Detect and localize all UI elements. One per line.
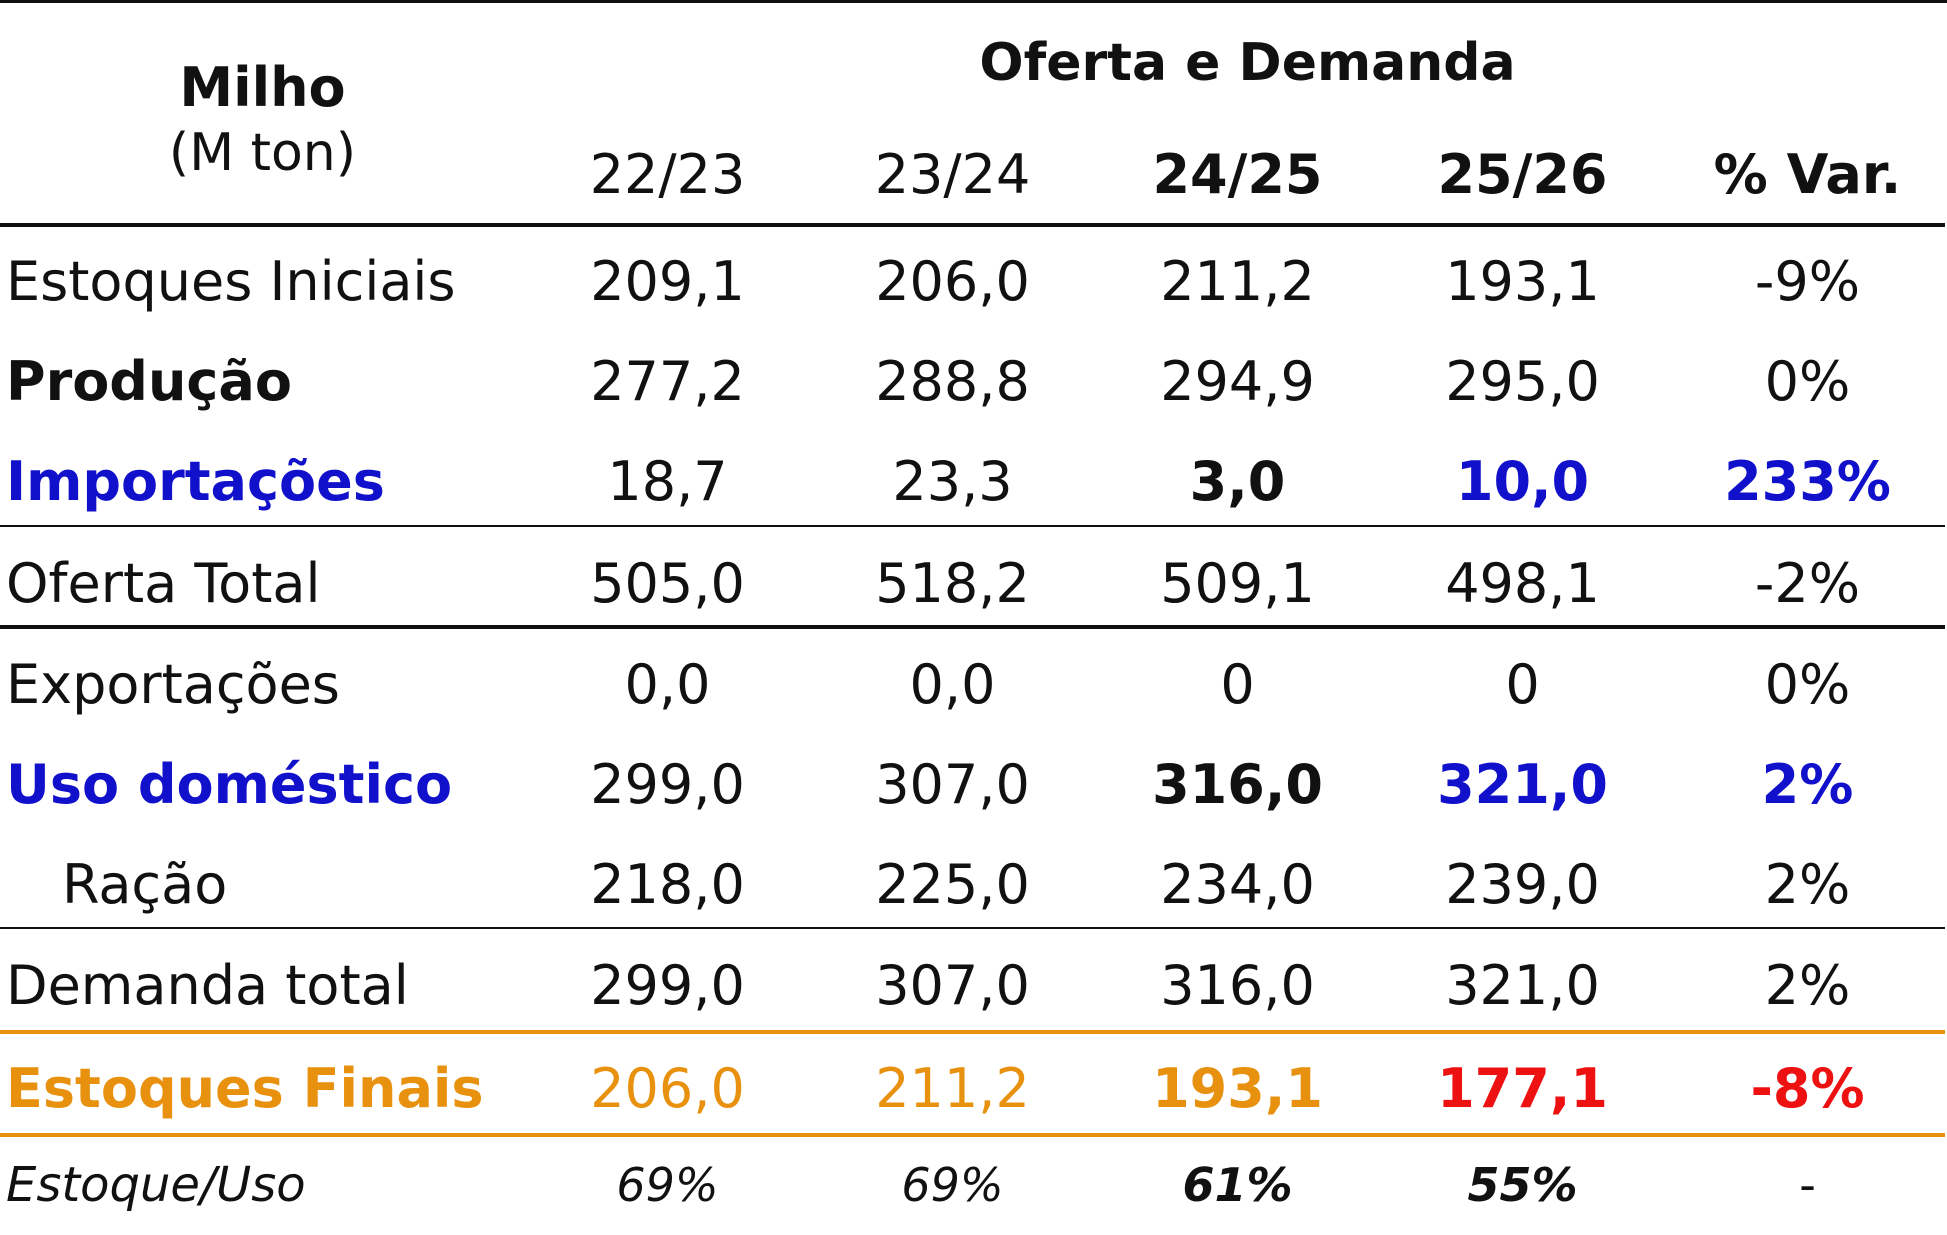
table-cell: 498,1 [1445,552,1600,615]
header-divider [0,223,1945,227]
table-cell: 3,0 [1189,450,1286,513]
group-title: Oferta e Demanda [979,33,1516,93]
table-cell: 193,1 [1445,250,1600,313]
table-cell: 211,2 [1160,250,1315,313]
table-cell: -8% [1750,1057,1865,1120]
table-cell: 277,2 [590,350,745,413]
row-divider [0,927,1945,929]
column-header-22-23: 22/23 [589,143,746,206]
table-cell: 69% [616,1158,719,1212]
table-cell: 0 [1220,653,1255,716]
table-cell: 505,0 [590,552,745,615]
table-cell: 193,1 [1152,1057,1323,1120]
table-cell: 2% [1761,753,1854,816]
row-label: Oferta Total [6,552,321,615]
table-cell: 55% [1467,1158,1578,1212]
table-cell: 518,2 [875,552,1030,615]
row-label: Importações [6,450,385,513]
table-cell: -9% [1754,250,1861,313]
table-cell: 23,3 [892,450,1013,513]
row-divider [0,525,1945,527]
table-cell: 233% [1724,450,1891,513]
table-cell: -2% [1754,552,1861,615]
table-cell: 316,0 [1152,753,1323,816]
row-label: Estoques Iniciais [6,250,456,313]
table-cell: 299,0 [590,954,745,1017]
table-cell: 307,0 [875,753,1030,816]
table-row: Exportações 0,0 0,0 0 0 0% [0,635,1947,735]
row-label: Exportações [6,653,340,716]
table-row: Produção 277,2 288,8 294,9 295,0 0% [0,332,1947,432]
table-cell: 321,0 [1445,954,1600,1017]
table-cell: 0,0 [624,653,711,716]
table-cell: 61% [1182,1158,1293,1212]
row-label: Ração [62,853,228,916]
table-cell: 0% [1764,653,1851,716]
highlight-divider-top [0,1030,1945,1034]
table-cell: 2% [1764,853,1851,916]
table-cell: 18,7 [607,450,728,513]
table-cell: 211,2 [875,1057,1030,1120]
table-row: Importações 18,7 23,3 3,0 10,0 233% [0,432,1947,532]
table-cell: 209,1 [590,250,745,313]
table-cell: 294,9 [1160,350,1315,413]
product-title: Milho [179,56,346,119]
row-label: Produção [6,350,292,413]
table-cell: 239,0 [1445,853,1600,916]
table-cell: 0% [1764,350,1851,413]
column-header-23-24: 23/24 [874,143,1031,206]
table-row: Demanda total 299,0 307,0 316,0 321,0 2% [0,936,1947,1036]
column-header-var: % Var. [1713,143,1902,206]
table-row: Estoques Finais 206,0 211,2 193,1 177,1 … [0,1039,1947,1139]
table-row: Ração 218,0 225,0 234,0 239,0 2% [0,835,1947,935]
highlight-divider-bottom [0,1133,1945,1137]
table-cell: 288,8 [875,350,1030,413]
table-cell: 2% [1764,954,1851,1017]
row-label: Demanda total [6,954,409,1017]
table-row: Estoque/Uso 69% 69% 61% 55% - [0,1135,1947,1235]
table-cell: 509,1 [1160,552,1315,615]
table-cell: 234,0 [1160,853,1315,916]
table-cell: 218,0 [590,853,745,916]
table-cell: 321,0 [1437,753,1608,816]
table-cell: 225,0 [875,853,1030,916]
table-cell: 69% [901,1158,1004,1212]
row-label: Estoques Finais [6,1057,484,1120]
table-row: Uso doméstico 299,0 307,0 316,0 321,0 2% [0,735,1947,835]
table-row: Estoques Iniciais 209,1 206,0 211,2 193,… [0,232,1947,332]
table-cell: 316,0 [1160,954,1315,1017]
table-cell: 206,0 [875,250,1030,313]
table-cell: 0 [1505,653,1540,716]
table-row: Oferta Total 505,0 518,2 509,1 498,1 -2% [0,534,1947,634]
table-cell: 10,0 [1455,450,1590,513]
table-cell: 206,0 [590,1057,745,1120]
table-cell: 307,0 [875,954,1030,1017]
table-cell: 295,0 [1445,350,1600,413]
table-cell: 177,1 [1437,1057,1608,1120]
column-header-25-26: 25/26 [1437,143,1608,206]
top-border [0,0,1947,3]
table-cell: - [1799,1158,1816,1212]
row-label: Uso doméstico [6,753,453,816]
table-cell: 0,0 [909,653,996,716]
row-label: Estoque/Uso [6,1157,306,1213]
table-cell: 299,0 [590,753,745,816]
unit-label: (M ton) [168,123,357,183]
column-header-24-25: 24/25 [1152,143,1323,206]
section-divider [0,625,1945,629]
